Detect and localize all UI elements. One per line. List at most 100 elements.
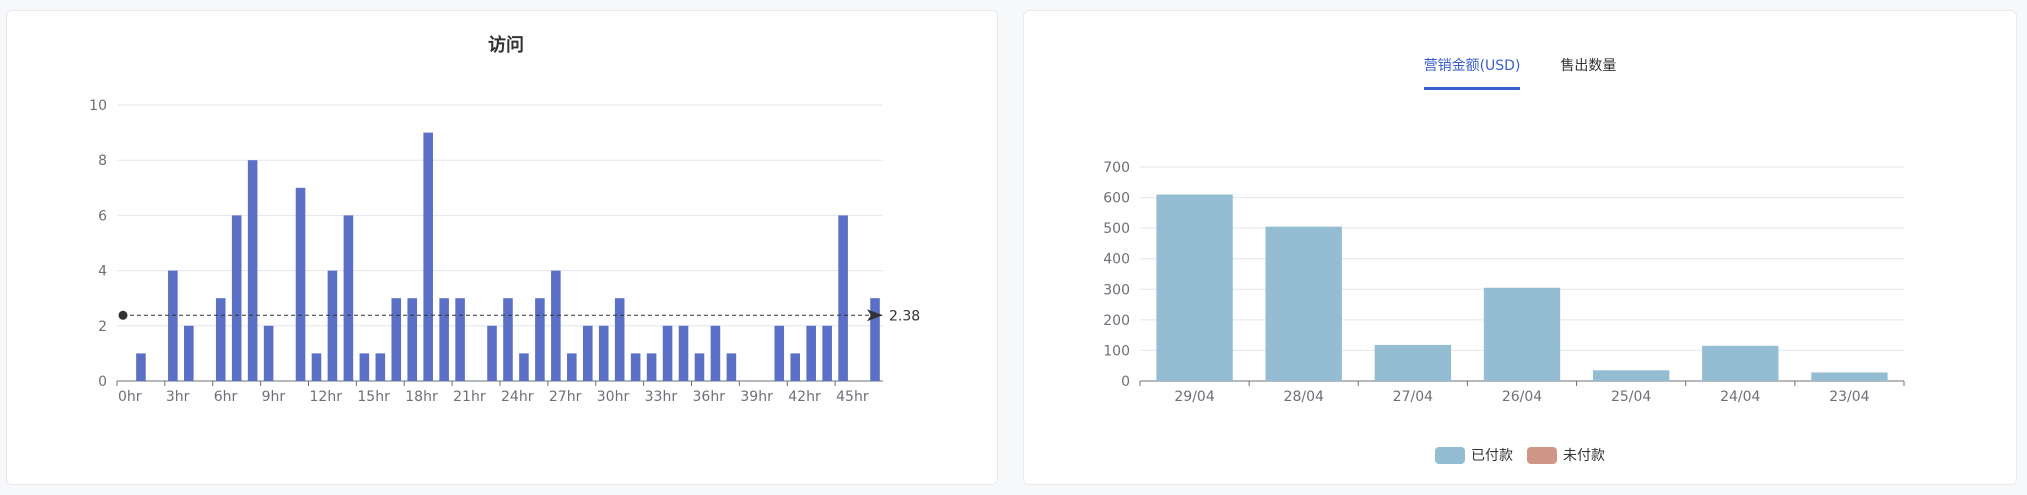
bar-30hr	[598, 325, 609, 381]
bar-paid-26-04	[1483, 287, 1561, 381]
x-tick-label: 15hr	[357, 389, 390, 405]
x-tick-label: 0hr	[118, 389, 142, 405]
bar-14hr	[343, 215, 354, 381]
bar-26hr	[535, 298, 545, 381]
x-tick-label: 39hr	[740, 389, 773, 405]
bar-18hr	[407, 298, 418, 381]
chart-tabs: 营销金额(USD) 售出数量	[1024, 47, 2016, 90]
x-tick-label: 28/04	[1284, 389, 1324, 405]
bar-33hr	[646, 353, 657, 381]
bar-31hr	[614, 298, 625, 381]
bar-4hr	[184, 325, 194, 381]
bar-27hr	[551, 270, 561, 381]
bar-paid-28-04	[1265, 226, 1342, 381]
bar-15hr	[359, 353, 370, 381]
x-tick-label: 27hr	[549, 389, 582, 405]
y-tick-label: 500	[1103, 221, 1130, 237]
avg-line-arrow	[867, 309, 883, 322]
x-tick-label: 21hr	[453, 389, 486, 405]
x-tick-label: 18hr	[405, 389, 438, 405]
y-tick-label: 0	[98, 374, 107, 390]
legend-swatch-paid	[1435, 446, 1465, 464]
chart-title: 访问	[488, 34, 524, 56]
tab-units-sold[interactable]: 售出数量	[1560, 58, 1617, 74]
x-tick-label: 26/04	[1502, 389, 1542, 405]
bar-19hr	[423, 132, 433, 381]
x-tick-label: 24/04	[1720, 389, 1760, 405]
bar-16hr	[375, 353, 386, 381]
y-tick-label: 10	[89, 98, 107, 114]
legend-item-unpaid[interactable]: 未付款	[1527, 445, 1605, 465]
bar-17hr	[391, 298, 402, 381]
bar-3hr	[168, 270, 178, 381]
y-tick-label: 400	[1103, 252, 1130, 268]
x-tick-label: 45hr	[836, 389, 869, 405]
y-tick-label: 2	[98, 319, 107, 335]
bar-paid-29-04	[1156, 194, 1233, 381]
bar-44hr	[822, 325, 832, 381]
y-tick-label: 300	[1103, 282, 1130, 298]
legend-label-unpaid: 未付款	[1563, 448, 1605, 464]
legend-item-paid[interactable]: 已付款	[1435, 445, 1513, 465]
bar-paid-25-04	[1592, 370, 1670, 381]
visits-chart-card: 访问 0 2 4 6 8 10 0hr 3hr 6hr 9hr 12hr 15hr 18hr 21hr 24h…	[6, 10, 998, 485]
bar-29hr	[582, 325, 593, 381]
bar-12hr	[311, 353, 322, 381]
legend-swatch-unpaid	[1527, 446, 1557, 464]
bar-21hr	[455, 298, 465, 381]
bar-paid-24-04	[1702, 345, 1779, 381]
y-tick-label: 100	[1103, 343, 1130, 359]
bar-38hr	[726, 353, 737, 381]
bar-36hr	[694, 353, 705, 381]
sales-bar-chart: 0 100 200 300 400 500 600 700 29/04 28/04 27/04 26/…	[1103, 160, 1905, 405]
x-tick-label: 29/04	[1174, 389, 1214, 405]
x-tick-label: 9hr	[262, 389, 286, 405]
bar-8hr	[247, 160, 258, 381]
bar-37hr	[710, 325, 721, 381]
y-tick-label: 600	[1103, 191, 1130, 207]
y-tick-label: 700	[1103, 160, 1130, 176]
visits-bar-chart: 访问 0 2 4 6 8 10 0hr 3hr 6hr 9hr 12hr 15hr 18hr 21hr 24h…	[89, 34, 920, 405]
x-tick-label: 42hr	[788, 389, 821, 405]
bar-24hr	[503, 298, 513, 381]
y-tick-label: 8	[98, 153, 107, 169]
bar-25hr	[519, 353, 529, 381]
bar-20hr	[439, 298, 449, 381]
bar-paid-23-04	[1811, 372, 1888, 381]
bar-34hr	[662, 325, 673, 381]
y-tick-label: 6	[98, 208, 107, 224]
avg-line-label: 2.38	[889, 308, 920, 324]
bar-6hr	[215, 298, 226, 381]
legend: 已付款 未付款	[1024, 445, 2016, 465]
bar-43hr	[806, 325, 816, 381]
bar-13hr	[327, 270, 338, 381]
bar-35hr	[678, 325, 689, 381]
tab-sales-amount[interactable]: 营销金额(USD)	[1423, 47, 1521, 90]
bar-9hr	[263, 325, 274, 381]
bar-11hr	[295, 187, 306, 381]
x-tick-label: 12hr	[310, 389, 343, 405]
bar-7hr	[231, 215, 242, 381]
x-tick-label: 23/04	[1829, 389, 1869, 405]
x-tick-label: 27/04	[1393, 389, 1433, 405]
bar-32hr	[630, 353, 641, 381]
bar-paid-27-04	[1374, 344, 1452, 381]
legend-label-paid: 已付款	[1471, 448, 1513, 464]
bar-1hr	[136, 353, 146, 381]
y-tick-label: 200	[1103, 313, 1130, 329]
bar-41hr	[774, 325, 785, 381]
x-tick-label: 36hr	[693, 389, 726, 405]
x-tick-label: 30hr	[597, 389, 630, 405]
bar-28hr	[567, 353, 577, 381]
bar-47hr	[870, 298, 880, 381]
bar-23hr	[487, 325, 497, 381]
x-tick-label: 6hr	[214, 389, 238, 405]
x-tick-label: 25/04	[1611, 389, 1651, 405]
x-tick-label: 33hr	[645, 389, 678, 405]
x-tick-label: 3hr	[166, 389, 190, 405]
x-tick-label: 24hr	[501, 389, 534, 405]
y-tick-label: 0	[1121, 374, 1130, 390]
sales-chart-card: 营销金额(USD) 售出数量 0 100 200 300 400 500 600 700 29/…	[1023, 10, 2017, 485]
bar-42hr	[790, 353, 801, 381]
y-tick-label: 4	[98, 264, 107, 280]
